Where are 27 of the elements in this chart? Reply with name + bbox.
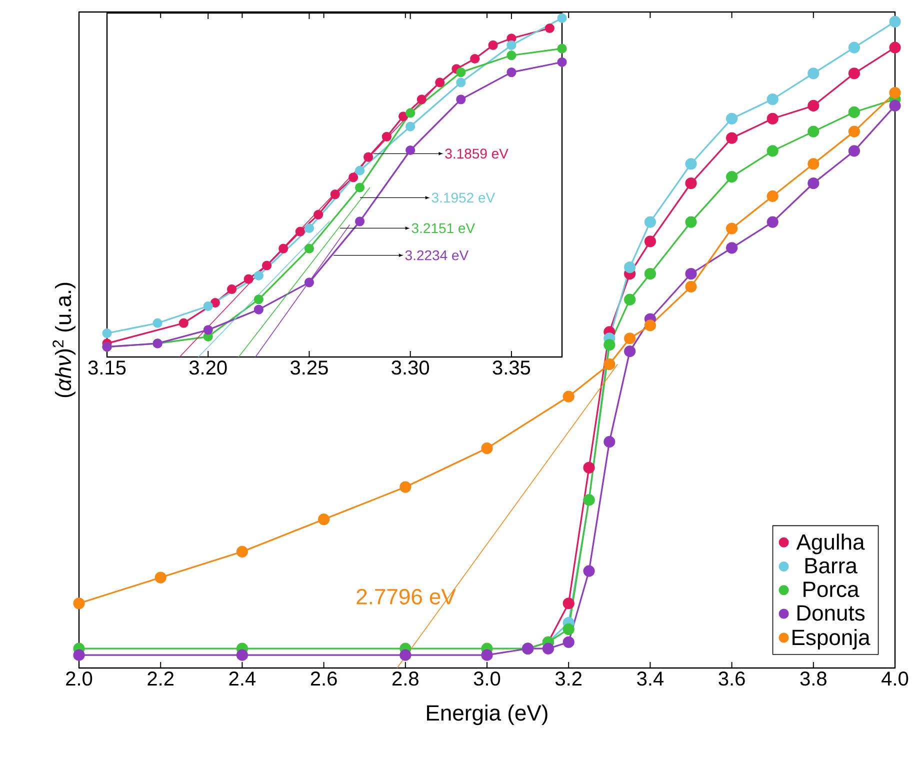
y-axis-title: (αhν)$^{2}$ (u.a.) (52, 282, 76, 398)
legend-label: Agulha (796, 534, 865, 554)
annotation: 3.2151 eV (412, 223, 476, 234)
x-tick-label: 3.0 (474, 672, 500, 686)
x-tick-label: 2.2 (148, 672, 174, 686)
x-tick-label: 2.0 (66, 672, 92, 686)
x-tick-label: 3.8 (800, 672, 826, 686)
x-tick-label: 3.30 (392, 360, 430, 375)
x-tick-label: 3.20 (189, 360, 227, 375)
annotation: 3.2234 eV (405, 250, 469, 260)
legend-label: Barra (805, 558, 858, 574)
legend-label: Donuts (797, 605, 865, 621)
annotation: 3.1952 eV (432, 192, 496, 203)
x-tick-label: 3.25 (290, 360, 328, 375)
x-tick-label: 2.8 (392, 672, 418, 686)
x-tick-label: 3.4 (637, 672, 664, 686)
x-tick-label: 3.6 (718, 672, 745, 686)
legend-label: Esponja (792, 629, 870, 650)
x-tick-label: 2.4 (229, 672, 256, 686)
x-tick-label: 3.15 (88, 360, 126, 375)
legend-label: Porca (804, 582, 860, 598)
annotation: 3.1859 eV (445, 148, 508, 159)
x-tick-label: 4.0 (882, 672, 908, 686)
x-axis-title: Energia (eV) (427, 704, 548, 726)
x-tick-label: 3.2 (555, 672, 582, 686)
x-tick-label: 3.35 (492, 360, 530, 375)
x-tick-label: 2.6 (310, 672, 337, 686)
